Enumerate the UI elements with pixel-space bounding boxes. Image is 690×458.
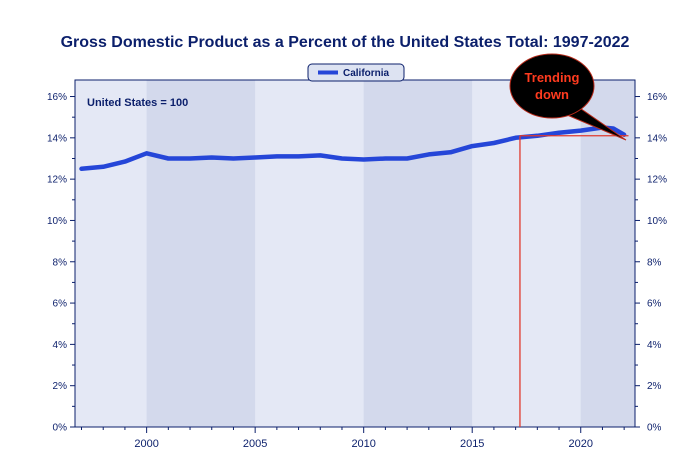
legend: California — [307, 63, 405, 82]
background-band — [580, 80, 635, 427]
background-band — [75, 80, 147, 427]
y-tick-label-left: 0% — [53, 423, 68, 434]
y-tick-label-left: 2% — [53, 381, 68, 392]
data-point — [514, 136, 517, 140]
y-tick-label-left: 6% — [53, 299, 68, 310]
data-point — [102, 165, 105, 168]
axis-ticks: 0% 0% 2% 2% 4% 4% 6% 6% 8% 8% 10% 10% 12% 12% 14% 14% 16… — [47, 92, 667, 450]
annotations-layer: Trending down — [509, 53, 629, 427]
data-point — [145, 152, 148, 155]
data-point — [80, 167, 83, 171]
chart-note: United States = 100 — [87, 97, 188, 109]
data-point — [188, 157, 192, 160]
y-tick-label-right: 14% — [647, 133, 667, 144]
y-tick-label-right: 12% — [647, 175, 667, 186]
callout-text: Trending — [525, 70, 580, 85]
data-point — [340, 157, 344, 160]
legend-box — [307, 63, 405, 82]
data-point — [232, 157, 235, 160]
legend-label: California — [343, 68, 390, 79]
y-tick-label-right: 2% — [647, 381, 662, 392]
y-tick-label-left: 4% — [53, 340, 68, 351]
data-point — [579, 129, 582, 132]
data-point — [167, 157, 170, 160]
data-point — [612, 127, 615, 130]
data-point — [123, 160, 127, 163]
data-point — [557, 131, 561, 134]
data-point — [449, 151, 452, 154]
x-tick-label: 2020 — [568, 438, 592, 450]
data-point — [471, 144, 474, 148]
data-point — [384, 157, 387, 160]
y-tick-label-right: 6% — [647, 299, 662, 310]
chart-title: Gross Domestic Product as a Percent of t… — [60, 34, 630, 51]
data-point — [427, 153, 430, 156]
x-tick-label: 2000 — [134, 438, 158, 450]
background-band — [363, 80, 473, 427]
x-tick-label: 2015 — [460, 438, 484, 450]
y-tick-label-right: 10% — [647, 216, 667, 227]
y-tick-label-left: 8% — [53, 257, 68, 268]
callout-text: down — [535, 87, 569, 102]
callout-bubble — [509, 53, 595, 119]
background-band — [255, 80, 364, 427]
y-tick-label-right: 8% — [647, 257, 662, 268]
y-tick-label-left: 16% — [47, 92, 67, 103]
y-tick-label-right: 4% — [647, 340, 662, 351]
y-tick-label-right: 0% — [647, 423, 662, 434]
data-point — [405, 157, 409, 160]
y-tick-label-left: 14% — [47, 133, 67, 144]
y-tick-label-right: 16% — [647, 92, 667, 103]
x-tick-label: 2010 — [351, 438, 375, 450]
data-point — [319, 154, 322, 157]
y-tick-label-left: 12% — [47, 175, 67, 186]
y-tick-label-left: 10% — [47, 216, 67, 227]
data-point — [492, 141, 496, 145]
x-tick-label: 2005 — [243, 438, 267, 450]
data-point — [210, 156, 213, 159]
data-point — [362, 158, 365, 161]
data-point — [275, 155, 279, 158]
data-point — [297, 155, 300, 158]
background-band — [146, 80, 256, 427]
background-bands — [75, 80, 635, 427]
data-point — [253, 156, 257, 159]
